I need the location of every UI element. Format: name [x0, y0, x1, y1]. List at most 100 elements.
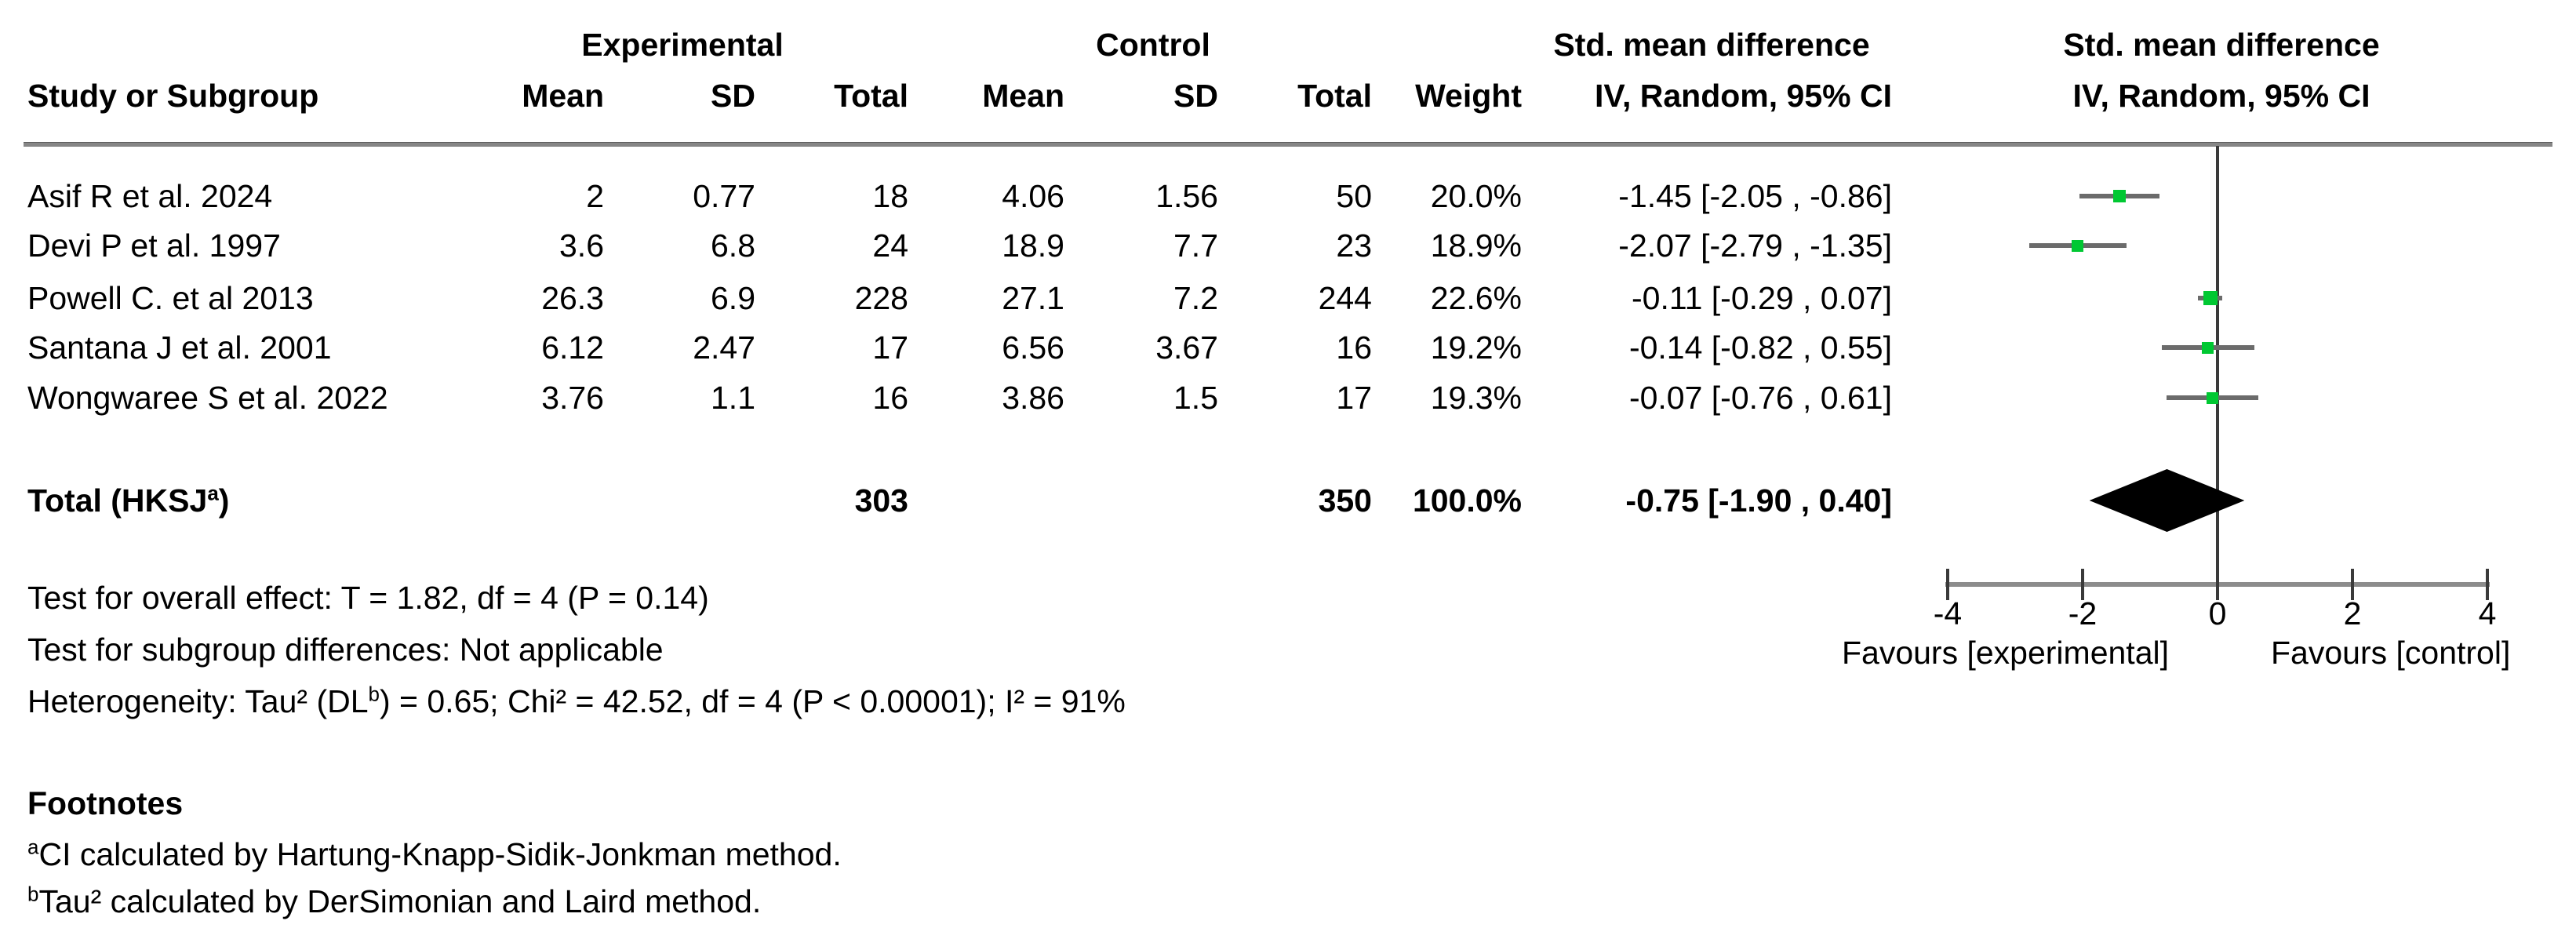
cell-sd-control: 7.7 — [1173, 227, 1218, 264]
axis-tick — [2081, 569, 2084, 600]
axis-tick-label: -4 — [1933, 595, 1963, 632]
study-label: Devi P et al. 1997 — [27, 227, 281, 264]
cell-total-control: 50 — [1336, 178, 1372, 214]
total-label: Total (HKSJa) — [27, 481, 230, 519]
footnote-a-marker: a — [27, 835, 39, 859]
cell-weight: 19.3% — [1430, 380, 1522, 416]
cell-total-experimental: 24 — [872, 227, 908, 264]
cell-mean-experimental: 3.76 — [541, 380, 604, 416]
cell-smd-ci: -0.11 [-0.29 , 0.07] — [1631, 280, 1892, 316]
cell-weight: 22.6% — [1430, 280, 1522, 316]
study-marker — [2203, 291, 2218, 305]
cell-total-experimental: 18 — [872, 178, 908, 214]
group-header-experimental: Experimental — [581, 27, 784, 63]
col-header-study: Study or Subgroup — [27, 78, 319, 114]
col-header-total-control: Total — [1297, 78, 1372, 114]
cell-smd-ci: -0.07 [-0.76 , 0.61] — [1628, 380, 1892, 416]
zero-effect-line — [2216, 146, 2219, 584]
pooled-diamond — [2089, 469, 2245, 532]
study-marker — [2207, 391, 2219, 404]
footnote-b: bTau² calculated by DerSimonian and Lair… — [27, 882, 762, 919]
cell-smd-ci: -1.45 [-2.05 , -0.86] — [1618, 178, 1892, 214]
cell-smd-ci: -0.14 [-0.82 , 0.55] — [1628, 329, 1892, 366]
cell-mean-experimental: 3.6 — [559, 227, 604, 264]
cell-mean-control: 3.86 — [1002, 380, 1064, 416]
cell-sd-experimental: 6.9 — [711, 280, 755, 316]
study-marker — [2202, 341, 2214, 354]
group-header-smd-plot: Std. mean difference — [2063, 27, 2380, 63]
cell-total-control: 17 — [1336, 380, 1372, 416]
cell-sd-control: 3.67 — [1155, 329, 1218, 366]
cell-mean-experimental: 26.3 — [541, 280, 604, 316]
test-overall-effect: Test for overall effect: T = 1.82, df = … — [27, 580, 709, 616]
cell-mean-control: 18.9 — [1002, 227, 1064, 264]
cell-mean-experimental: 6.12 — [541, 329, 604, 366]
cell-mean-control: 27.1 — [1002, 280, 1064, 316]
table-row: Powell C. et al 2013 26.3 6.9 228 27.1 7… — [0, 274, 1922, 322]
col-header-mean-experimental: Mean — [522, 78, 604, 114]
heterogeneity-line: Heterogeneity: Tau² (DLb) = 0.65; Chi² =… — [27, 682, 1126, 719]
study-marker — [2072, 239, 2084, 252]
axis-tick-label: 4 — [2478, 595, 2497, 632]
col-header-ci-text: IV, Random, 95% CI — [1595, 78, 1892, 114]
total-participants-experimental: 303 — [854, 482, 908, 519]
study-label: Asif R et al. 2024 — [27, 178, 273, 214]
cell-smd-ci: -2.07 [-2.79 , -1.35] — [1618, 227, 1892, 264]
footnote-a: aCI calculated by Hartung-Knapp-Sidik-Jo… — [27, 835, 842, 872]
col-header-total-experimental: Total — [834, 78, 908, 114]
axis-tick — [2486, 569, 2489, 600]
study-marker — [2113, 190, 2127, 202]
cell-mean-control: 4.06 — [1002, 178, 1064, 214]
axis-tick-label: -2 — [2068, 595, 2098, 632]
favours-experimental-label: Favours [experimental] — [1841, 635, 2169, 671]
cell-mean-control: 6.56 — [1002, 329, 1064, 366]
cell-sd-experimental: 0.77 — [693, 178, 755, 214]
table-row: Devi P et al. 1997 3.6 6.8 24 18.9 7.7 2… — [0, 221, 1922, 270]
study-label: Wongwaree S et al. 2022 — [27, 380, 388, 416]
column-header-row: Study or Subgroup Mean SD Total Mean SD … — [0, 71, 1922, 120]
group-header-smd-text: Std. mean difference — [1553, 27, 1870, 63]
col-header-ci-plot: IV, Random, 95% CI — [2072, 78, 2370, 114]
cell-sd-experimental: 6.8 — [711, 227, 755, 264]
cell-sd-control: 7.2 — [1173, 280, 1218, 316]
axis-tick-label: 0 — [2208, 595, 2227, 632]
cell-total-experimental: 16 — [872, 380, 908, 416]
study-label: Powell C. et al 2013 — [27, 280, 314, 316]
study-label: Santana J et al. 2001 — [27, 329, 332, 366]
table-row: Wongwaree S et al. 2022 3.76 1.1 16 3.86… — [0, 373, 1922, 422]
heterogeneity-superscript: b — [368, 682, 380, 706]
total-participants-control: 350 — [1318, 482, 1372, 519]
cell-weight: 19.2% — [1430, 329, 1522, 366]
test-subgroup-differences: Test for subgroup differences: Not appli… — [27, 632, 664, 668]
axis-tick — [2216, 569, 2219, 600]
cell-total-experimental: 228 — [854, 280, 908, 316]
total-weight: 100.0% — [1412, 482, 1522, 519]
axis-tick — [2351, 569, 2354, 600]
header-separator-line — [24, 142, 2552, 147]
cell-sd-control: 1.56 — [1155, 178, 1218, 214]
footnotes-heading: Footnotes — [27, 785, 184, 821]
cell-total-control: 16 — [1336, 329, 1372, 366]
cell-sd-experimental: 1.1 — [711, 380, 755, 416]
total-row: Total (HKSJa) 303 350 100.0% -0.75 [-1.9… — [0, 476, 1922, 525]
group-header-control: Control — [1096, 27, 1210, 63]
col-header-sd-experimental: SD — [711, 78, 755, 114]
cell-sd-experimental: 2.47 — [693, 329, 755, 366]
axis-tick-label: 2 — [2343, 595, 2362, 632]
table-row: Asif R et al. 2024 2 0.77 18 4.06 1.56 5… — [0, 172, 1922, 220]
cell-weight: 20.0% — [1430, 178, 1522, 214]
cell-mean-experimental: 2 — [586, 178, 604, 214]
footnote-b-marker: b — [27, 882, 39, 906]
cell-total-control: 23 — [1336, 227, 1372, 264]
cell-total-experimental: 17 — [872, 329, 908, 366]
col-header-sd-control: SD — [1173, 78, 1218, 114]
table-row: Santana J et al. 2001 6.12 2.47 17 6.56 … — [0, 323, 1922, 372]
cell-total-control: 244 — [1318, 280, 1372, 316]
total-smd-ci: -0.75 [-1.90 , 0.40] — [1625, 482, 1892, 519]
total-label-superscript: a — [207, 481, 219, 505]
cell-sd-control: 1.5 — [1173, 380, 1218, 416]
col-header-weight: Weight — [1415, 78, 1522, 114]
favours-control-label: Favours [control] — [2271, 635, 2511, 671]
